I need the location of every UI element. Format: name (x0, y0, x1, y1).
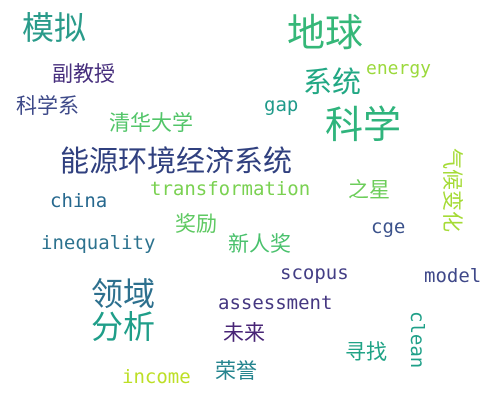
word-qinghua: 清华大学 (109, 111, 193, 135)
word-jiangli: 奖励 (175, 212, 217, 236)
word-weilai: 未来 (223, 321, 265, 345)
word-cge: cge (371, 216, 406, 238)
word-china: china (50, 190, 108, 212)
word-income: income (122, 366, 191, 388)
word-moni: 模拟 (22, 9, 87, 47)
word-fenxi: 分析 (91, 308, 156, 346)
word-assessment: assessment (218, 292, 333, 314)
word-xitong: 系统 (303, 65, 362, 99)
word-xunzhao: 寻找 (345, 340, 387, 364)
word-clean: clean (406, 311, 428, 369)
word-gap: gap (264, 94, 299, 116)
word-inequality: inequality (41, 232, 156, 254)
word-energy: energy (366, 58, 432, 79)
word-zhixing: 之星 (348, 178, 390, 202)
word-scopus: scopus (280, 262, 349, 284)
word-rongyu: 荣誉 (215, 359, 257, 383)
word-transformation: transformation (150, 178, 311, 200)
word-model: model (424, 265, 482, 287)
word-xinrenjiang: 新人奖 (228, 232, 291, 256)
word-nengyuan: 能源环境经济系统 (60, 144, 293, 178)
word-diqiu: 地球 (287, 11, 364, 55)
word-qihou: 气候变化 (440, 148, 464, 232)
word-lingyu: 领域 (91, 275, 156, 313)
word-kexue: 科学 (325, 103, 402, 147)
word-kexuexi: 科学系 (16, 94, 79, 118)
word-fujiaoshou: 副教授 (52, 62, 115, 86)
